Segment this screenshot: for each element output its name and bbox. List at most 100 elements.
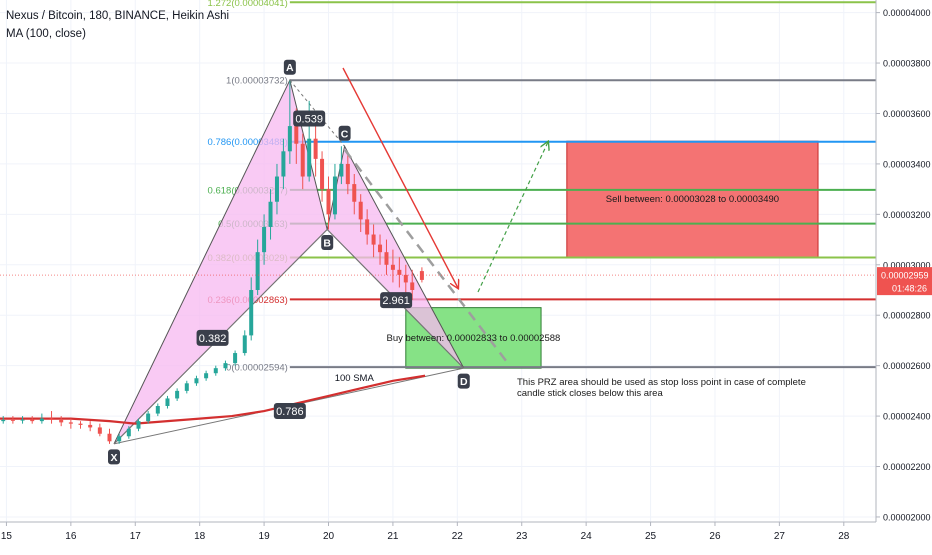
candle-up	[287, 80, 292, 164]
time-axis-bg	[0, 522, 932, 550]
note-line-1: This PRZ area should be used as stop los…	[517, 377, 806, 388]
candle-body	[255, 252, 260, 290]
candle-up	[242, 330, 247, 356]
ratio-text: 2.961	[382, 295, 410, 307]
candle-body	[294, 126, 299, 144]
candle-down	[78, 421, 83, 429]
candle-down	[313, 126, 318, 177]
candle-body	[320, 158, 325, 190]
time-tick-label: 20	[323, 531, 335, 542]
candle-down	[378, 234, 383, 265]
last-price-badge	[877, 267, 932, 296]
candle-body	[155, 406, 160, 414]
ma-label: 100 SMA	[335, 373, 375, 384]
candle-body	[78, 423, 83, 425]
pattern-point-x: X	[108, 449, 121, 465]
candle-body	[204, 373, 209, 379]
candle-down	[30, 416, 35, 424]
candle-down	[300, 133, 305, 190]
sell-zone-text: Sell between: 0.00003028 to 0.00003490	[606, 194, 779, 205]
ratio-badge	[293, 110, 326, 127]
point-badge	[283, 59, 296, 75]
time-tick-label: 15	[1, 531, 13, 542]
candle-body	[419, 271, 424, 280]
fib-level-label: 0.786(0.00003488)	[208, 137, 288, 148]
candle-up	[249, 277, 254, 341]
time-tick-label: 22	[452, 531, 464, 542]
ratio-badge	[273, 403, 306, 420]
arrows[interactable]	[342, 67, 548, 367]
candle-up	[117, 433, 122, 444]
candle-down	[107, 428, 112, 444]
candle-body	[345, 163, 350, 185]
candle-down	[365, 209, 370, 245]
candles	[1, 80, 424, 444]
candle-up	[339, 146, 344, 185]
candle-up	[223, 360, 228, 371]
candle-down	[390, 249, 395, 283]
note-line-2: candle stick closes below this area	[517, 388, 663, 399]
candle-body	[287, 126, 292, 152]
candle-down	[419, 267, 424, 283]
candle-body	[194, 378, 199, 384]
candle-up	[213, 365, 218, 376]
candle-body	[146, 413, 151, 422]
candle-up	[126, 426, 131, 439]
ratio-label: 0.539	[293, 110, 326, 127]
candle-body	[397, 269, 402, 275]
ratio-text: 0.382	[199, 333, 227, 345]
price-tick-label: 0.00003800	[883, 59, 931, 69]
candle-down	[358, 194, 363, 232]
candle-up	[146, 411, 151, 424]
candle-down	[397, 257, 402, 288]
candle-up	[262, 214, 267, 265]
price-tick-label: 0.00002400	[883, 412, 931, 422]
time-tick-label: 26	[709, 531, 721, 542]
candle-up	[274, 163, 279, 215]
point-letter: B	[323, 237, 331, 249]
ma-line	[0, 374, 426, 425]
time-tick-label: 28	[838, 531, 850, 542]
candle-body	[313, 138, 318, 159]
candle-body	[274, 176, 279, 202]
buy-zone-text: Buy between: 0.00002833 to 0.00002588	[387, 333, 561, 344]
pattern-point-d: D	[457, 373, 470, 389]
price-tick-label: 0.00002000	[883, 512, 931, 522]
candle-body	[68, 422, 73, 424]
point-letter: C	[341, 128, 349, 140]
candle-up	[255, 239, 260, 296]
candle-body	[213, 368, 218, 374]
indicator-label: MA (100, close)	[6, 28, 86, 40]
projection-line	[344, 149, 511, 367]
candle-up	[268, 189, 273, 240]
ratio-badge	[380, 292, 413, 309]
candle-body	[165, 398, 170, 406]
candle-body	[326, 189, 331, 215]
candle-body	[107, 433, 112, 442]
candle-down	[410, 269, 415, 301]
candle-up	[165, 395, 170, 409]
candle-body	[1, 419, 6, 422]
fib-level-label: 1.272(0.00004041)	[208, 0, 288, 9]
candle-up	[155, 403, 160, 417]
candle-body	[410, 282, 415, 290]
ratio-label: 0.786	[273, 403, 306, 420]
point-badge	[108, 449, 121, 465]
candle-body	[88, 424, 93, 428]
candle-body	[242, 335, 247, 354]
price-tick-label: 0.00003400	[883, 159, 931, 169]
candle-down	[345, 153, 350, 195]
price-tick-label: 0.00003200	[883, 210, 931, 220]
candle-up	[1, 416, 6, 424]
price-tick-label: 0.00003600	[883, 109, 931, 119]
symbol-title: Nexus / Bitcoin, 180, BINANCE, Heikin As…	[6, 10, 230, 22]
candle-body	[365, 219, 370, 235]
moving-average	[0, 374, 426, 425]
bullish-arrow	[477, 142, 548, 293]
candle-down	[320, 151, 325, 202]
pattern-point-c: C	[338, 125, 351, 141]
time-tick-label: 18	[194, 531, 206, 542]
